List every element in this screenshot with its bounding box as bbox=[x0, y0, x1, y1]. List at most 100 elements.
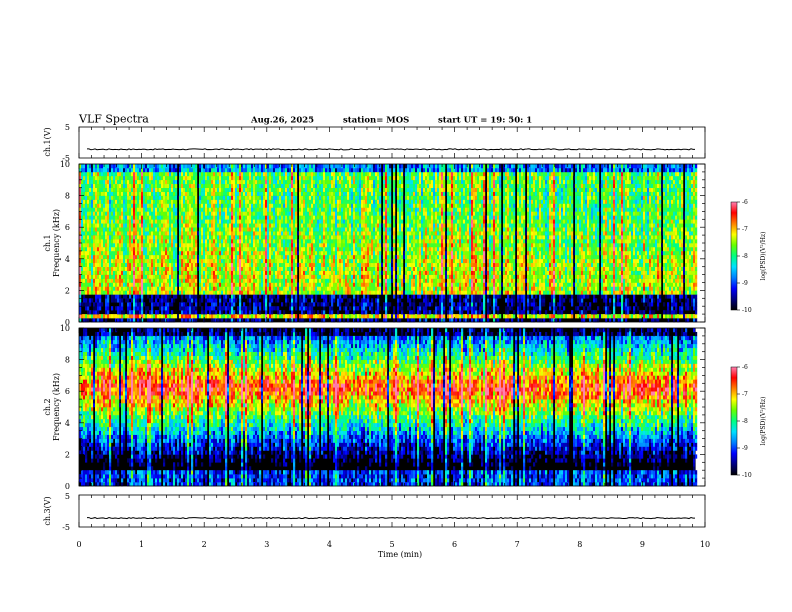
spectrogram-cell bbox=[231, 286, 234, 291]
spectrogram-column bbox=[245, 164, 248, 323]
spectrogram-column bbox=[181, 164, 184, 323]
spectrogram-cell bbox=[247, 203, 250, 208]
spectrogram-cell bbox=[151, 167, 154, 173]
spectrogram-cell bbox=[173, 183, 176, 188]
spectrogram-cell bbox=[243, 183, 246, 188]
spectrogram-cell bbox=[295, 274, 298, 279]
spectrogram-cell bbox=[225, 298, 228, 303]
spectrogram-cell bbox=[169, 235, 172, 240]
spectrogram-cell bbox=[325, 231, 328, 236]
spectrogram-cell bbox=[153, 215, 156, 220]
spectrogram-cell bbox=[221, 215, 224, 220]
spectrogram-cell bbox=[285, 187, 288, 192]
spectrogram-cell bbox=[285, 215, 288, 220]
spectrogram-cell bbox=[297, 286, 300, 291]
spectrogram-cell bbox=[261, 258, 264, 264]
spectrogram-cell bbox=[291, 211, 294, 216]
spectrogram-cell bbox=[327, 250, 330, 256]
spectrogram-cell bbox=[287, 227, 290, 232]
spectrogram-cell bbox=[133, 191, 136, 196]
spectrogram-cell bbox=[271, 314, 274, 319]
spectrogram-cell bbox=[253, 183, 256, 188]
spectrogram-cell bbox=[171, 171, 174, 177]
spectrogram-cell bbox=[247, 171, 250, 177]
spectrogram-cell bbox=[187, 258, 190, 264]
spectrogram-cell bbox=[239, 282, 242, 287]
spectrogram-cell bbox=[263, 195, 266, 200]
spectrogram-cell bbox=[157, 207, 160, 212]
spectrogram-cell bbox=[157, 270, 160, 275]
spectrogram-cell bbox=[83, 258, 86, 264]
spectrogram-cell bbox=[105, 171, 108, 177]
spectrogram-cell bbox=[215, 258, 218, 264]
spectrogram-cell bbox=[139, 175, 142, 181]
spectrogram-cell bbox=[321, 302, 324, 307]
spectrogram-cell bbox=[99, 302, 102, 307]
spectrogram-cell bbox=[195, 258, 198, 264]
spectrogram-cell bbox=[141, 306, 144, 311]
spectrogram-cell bbox=[265, 235, 268, 240]
spectrogram-cell bbox=[295, 183, 298, 188]
spectrogram-cell bbox=[145, 191, 148, 196]
spectrogram-cell bbox=[311, 314, 314, 319]
spectrogram-cell bbox=[305, 254, 308, 260]
spectrogram-cell bbox=[127, 266, 130, 271]
spectrogram-cell bbox=[303, 195, 306, 200]
spectrogram-cell bbox=[181, 187, 184, 192]
spectrogram-cell bbox=[135, 262, 138, 267]
spectrogram-cell bbox=[323, 314, 326, 319]
spectrogram-cell bbox=[173, 211, 176, 216]
spectrogram-cell bbox=[95, 294, 98, 299]
spectrogram-cell bbox=[205, 207, 208, 212]
spectrogram-cell bbox=[153, 274, 156, 279]
spectrogram-cell bbox=[147, 207, 150, 212]
spectrogram-cell bbox=[313, 274, 316, 279]
spectrogram-cell bbox=[237, 266, 240, 271]
spectrogram-cell bbox=[253, 239, 256, 244]
spectrogram-cell bbox=[139, 250, 142, 256]
spectrogram-cell bbox=[183, 290, 186, 295]
spectrogram-cell bbox=[279, 310, 282, 315]
spectrogram-cell bbox=[151, 258, 154, 264]
spectrogram-column bbox=[133, 164, 136, 323]
spectrogram-column bbox=[247, 164, 250, 323]
spectrogram-cell bbox=[223, 227, 226, 232]
spectrogram-cell bbox=[237, 314, 240, 319]
spectrogram-cell bbox=[91, 266, 94, 271]
spectrogram-cell bbox=[79, 290, 82, 295]
spectrogram-cell bbox=[261, 183, 264, 188]
spectrogram-cell bbox=[223, 239, 226, 244]
spectrogram-cell bbox=[81, 231, 84, 236]
spectrogram-cell bbox=[237, 250, 240, 256]
spectrogram-cell bbox=[165, 302, 168, 307]
spectrogram-cell bbox=[123, 239, 126, 244]
spectrogram-cell bbox=[131, 227, 134, 232]
spectrogram-cell bbox=[109, 227, 112, 232]
spectrogram-cell bbox=[179, 262, 182, 267]
spectrogram-cell bbox=[301, 294, 304, 299]
spectrogram-cell bbox=[233, 298, 236, 303]
spectrogram-cell bbox=[219, 254, 222, 260]
spectrogram-cell bbox=[261, 314, 264, 319]
spectrogram-cell bbox=[295, 306, 298, 311]
spectrogram-cell bbox=[103, 243, 106, 248]
spectrogram-cell bbox=[99, 164, 102, 169]
spectrogram-cell bbox=[111, 219, 114, 224]
spectrogram-cell bbox=[247, 167, 250, 173]
spectrogram-cell bbox=[119, 270, 122, 275]
spectrogram-cell bbox=[125, 191, 128, 196]
spectrogram-cell bbox=[261, 175, 264, 181]
spectrogram-cell bbox=[171, 298, 174, 303]
spectrogram-cell bbox=[133, 306, 136, 311]
spectrogram-cell bbox=[233, 227, 236, 232]
spectrogram-cell bbox=[169, 211, 172, 216]
spectrogram-cell bbox=[179, 175, 182, 181]
spectrogram-cell bbox=[193, 227, 196, 232]
spectrogram-cell bbox=[317, 167, 320, 173]
spectrogram-cell bbox=[221, 231, 224, 236]
spectrogram-cell bbox=[259, 239, 262, 244]
spectrogram-cell bbox=[269, 175, 272, 181]
spectrogram-cell bbox=[241, 262, 244, 267]
spectrogram-cell bbox=[235, 266, 238, 271]
spectrogram-cell bbox=[239, 270, 242, 275]
